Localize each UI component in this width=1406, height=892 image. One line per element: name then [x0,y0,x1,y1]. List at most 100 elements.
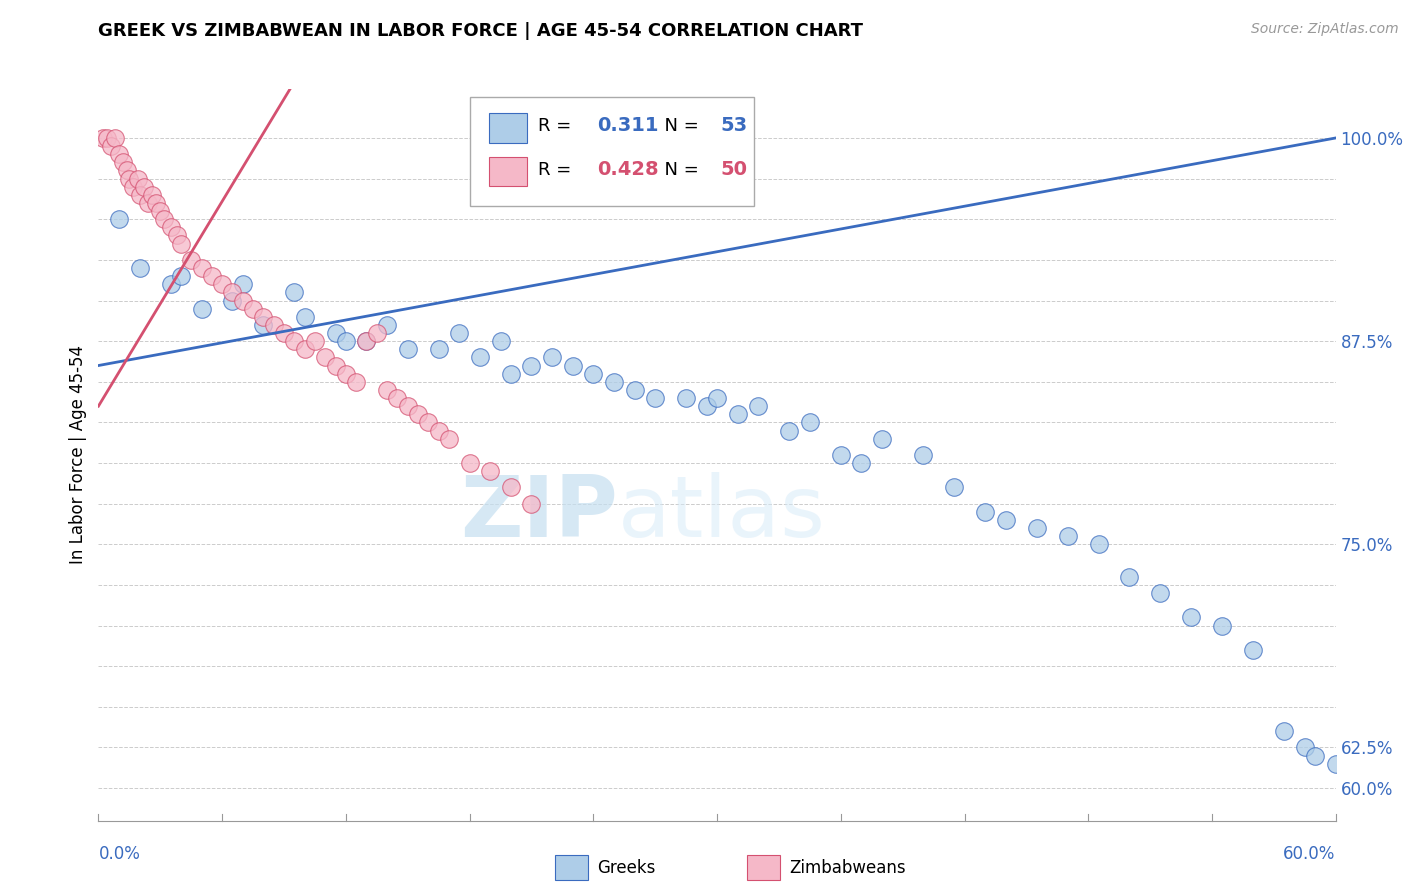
Point [96,131,118,145]
Point [387,391,409,405]
Point [1324,756,1347,771]
Point [242,301,264,316]
Point [974,505,997,519]
Point [830,448,852,462]
Point [344,375,367,389]
Point [458,456,481,470]
Point [314,351,336,365]
Point [91,131,114,145]
Point [696,399,718,413]
Point [232,293,254,308]
Point [1303,748,1326,763]
Point [1149,586,1171,600]
Point [252,310,274,324]
Point [396,343,419,357]
Point [437,432,460,446]
Point [283,334,305,348]
Point [747,399,769,413]
Point [375,318,398,332]
Point [159,220,181,235]
Point [1294,740,1316,755]
Text: ZIP: ZIP [460,472,619,555]
Point [117,163,139,178]
Point [375,383,398,397]
Point [283,285,305,300]
Text: 0.0%: 0.0% [98,845,141,863]
FancyBboxPatch shape [747,855,780,880]
Point [304,334,326,348]
Point [366,326,388,340]
Point [294,343,316,357]
Text: Greeks: Greeks [598,859,655,877]
Point [582,367,605,381]
Point [1241,643,1264,657]
FancyBboxPatch shape [555,855,588,880]
Point [190,260,212,275]
Point [1087,537,1109,551]
Point [294,310,316,324]
Point [335,334,357,348]
Point [870,432,893,446]
Point [104,131,127,145]
Point [520,497,543,511]
Point [252,318,274,332]
Text: R =: R = [537,117,576,135]
Point [499,367,522,381]
Point [912,448,935,462]
Point [1272,724,1295,739]
Point [427,343,450,357]
Point [427,424,450,438]
Point [449,326,471,340]
Point [1025,521,1047,535]
Point [211,277,233,292]
Point [675,391,697,405]
Point [406,407,429,421]
Point [706,391,728,405]
Point [520,359,543,373]
Point [468,351,491,365]
Point [799,416,821,430]
Text: 0.428: 0.428 [598,161,658,179]
Point [159,277,181,292]
Point [541,351,564,365]
Point [122,179,145,194]
Point [356,334,378,348]
Point [623,383,645,397]
Point [190,301,212,316]
Point [145,196,167,211]
FancyBboxPatch shape [489,157,526,186]
Point [396,399,419,413]
Point [644,391,666,405]
Point [943,480,966,494]
Point [335,367,357,381]
Point [100,139,122,153]
Point [112,155,135,169]
Point [1211,618,1233,632]
Point [132,179,155,194]
Point [263,318,285,332]
Point [221,285,243,300]
Point [325,326,347,340]
Point [128,187,150,202]
Point [479,464,502,478]
Point [108,147,131,161]
Text: 60.0%: 60.0% [1284,845,1336,863]
Point [180,252,202,267]
Y-axis label: In Labor Force | Age 45-54: In Labor Force | Age 45-54 [69,345,87,565]
FancyBboxPatch shape [470,96,754,206]
Text: N =: N = [652,161,704,178]
Point [166,228,188,243]
Point [141,187,163,202]
Point [418,416,440,430]
Text: Zimbabweans: Zimbabweans [789,859,905,877]
Point [499,480,522,494]
Point [127,171,149,186]
Point [153,212,176,227]
Point [727,407,749,421]
Point [128,260,150,275]
Point [221,293,243,308]
Point [778,424,800,438]
Point [149,204,172,219]
Point [994,513,1017,527]
Point [561,359,583,373]
